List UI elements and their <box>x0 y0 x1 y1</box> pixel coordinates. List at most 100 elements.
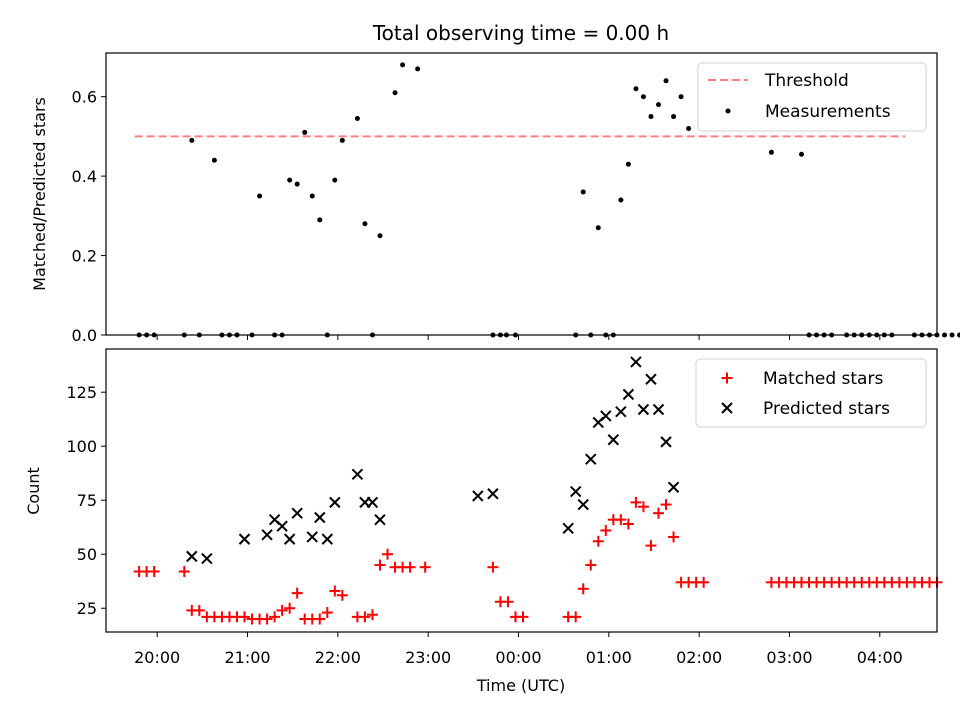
matched-star-point <box>336 589 348 601</box>
bottom-legend: Matched stars Predicted stars <box>695 358 927 428</box>
matched-star-point <box>321 607 333 619</box>
predicted-stars-legend-swatch <box>721 402 733 414</box>
measurement-point <box>678 94 684 100</box>
predicted-star-point <box>261 529 273 541</box>
predicted-star-point <box>351 468 364 481</box>
top-legend: Threshold Measurements <box>697 62 927 132</box>
y-tick-label: 125 <box>66 383 97 402</box>
measurement-point <box>377 233 383 239</box>
matched-star-point <box>652 507 664 519</box>
predicted-stars-legend-label: Predicted stars <box>763 399 890 419</box>
matched-star-point <box>517 611 529 623</box>
bottom-y-ticks: 25 50 75 100 125 <box>66 383 106 618</box>
y-tick-label: 75 <box>77 491 97 510</box>
matched-star-point <box>637 501 649 513</box>
y-tick-label: 25 <box>77 599 97 618</box>
matched-star-point <box>374 559 386 571</box>
x-tick-label: 23:00 <box>405 648 451 667</box>
bottom-x-ticks: 20:00 21:00 22:00 23:00 00:00 01:00 02:00 03:00… <box>134 632 903 667</box>
measurement-point <box>633 86 639 92</box>
predicted-star-point <box>607 434 620 446</box>
x-tick-label: 01:00 <box>586 648 632 667</box>
matched-star-point <box>592 535 604 547</box>
predicted-star-point <box>306 531 318 543</box>
matched-star-point <box>404 561 416 573</box>
matched-stars-legend-label: Matched stars <box>763 369 883 389</box>
predicted-star-point <box>577 498 589 511</box>
top-legend-box <box>697 62 927 132</box>
predicted-star-point <box>487 488 499 500</box>
measurement-point <box>957 332 960 338</box>
matched-star-point <box>261 613 273 625</box>
measurement-point <box>362 221 368 227</box>
x-axis-label: Time (UTC) <box>476 676 565 695</box>
matched-star-point <box>577 583 589 595</box>
matched-star-point <box>622 518 634 530</box>
bottom-axes-frame <box>105 348 938 633</box>
matched-star-point <box>668 531 680 543</box>
x-tick-label: 21:00 <box>224 648 270 667</box>
matched-star-point <box>314 613 326 625</box>
y-tick-label: 0.6 <box>72 88 97 107</box>
matched-star-point <box>291 587 303 599</box>
measurement-point <box>595 225 601 231</box>
predicted-star-point <box>622 388 635 401</box>
matched-star-point <box>148 566 160 578</box>
predicted-star-point <box>186 550 198 563</box>
matched-star-point <box>419 561 431 573</box>
predicted-star-point <box>291 507 303 519</box>
measurement-point <box>354 116 360 122</box>
top-y-ticks: 0.0 0.2 0.4 0.6 <box>72 88 106 345</box>
predicted-star-point <box>660 436 672 448</box>
threshold-legend-label: Threshold <box>764 71 849 91</box>
predicted-star-point <box>562 522 574 535</box>
matched-star-point <box>269 611 281 623</box>
measurement-point <box>287 177 293 183</box>
predicted-star-point <box>201 552 213 565</box>
measurement-point <box>189 137 195 143</box>
x-tick-label: 22:00 <box>315 648 361 667</box>
measurement-point <box>317 217 323 223</box>
measurement-point <box>580 189 586 195</box>
bottom-panel: 25 50 75 100 125 20:00 21:00 22:00 23:00 00:00 01… <box>24 348 943 695</box>
bottom-y-axis-label: Count <box>24 467 43 515</box>
matched-star-point <box>239 611 250 623</box>
predicted-star-point <box>472 490 484 502</box>
measurement-point <box>392 90 398 96</box>
measurement-point <box>625 161 631 167</box>
measurement-point <box>618 197 624 203</box>
measurement-point <box>309 193 315 199</box>
measurement-point <box>294 181 300 187</box>
predicted-star-point <box>366 496 379 509</box>
predicted-star-point <box>569 485 582 498</box>
measurements-legend-swatch <box>725 108 731 114</box>
predicted-star-point <box>615 405 627 418</box>
matched-star-point <box>178 566 190 578</box>
predicted-star-point <box>329 496 341 509</box>
y-tick-label: 0.2 <box>72 247 97 266</box>
measurements-legend-label: Measurements <box>765 102 891 122</box>
measurement-point <box>671 114 677 120</box>
matched-star-point <box>660 499 672 511</box>
chart-title: Total observing time = 0.00 h <box>372 21 669 45</box>
matched-star-point <box>615 514 627 526</box>
matched-star-point <box>487 561 499 573</box>
matched-star-point <box>570 611 582 623</box>
predicted-star-point <box>645 373 657 385</box>
measurement-point <box>302 129 308 135</box>
x-tick-label: 20:00 <box>134 648 180 667</box>
matched-star-point <box>193 604 205 616</box>
measurement-point <box>949 332 955 338</box>
measurement-point <box>339 137 345 143</box>
predicted-star-point <box>321 533 334 545</box>
predicted-star-point <box>630 356 642 368</box>
x-tick-label: 02:00 <box>676 648 722 667</box>
predicted-star-point <box>637 403 650 416</box>
measurement-point <box>257 193 263 199</box>
measurement-point <box>663 78 669 84</box>
predicted-star-point <box>238 533 251 545</box>
predicted-star-point <box>652 403 665 416</box>
predicted-star-point <box>374 513 386 526</box>
top-panel: 0.0 0.2 0.4 0.6 Matched/Predicted stars Thr… <box>30 52 960 345</box>
measurement-point <box>655 102 661 108</box>
